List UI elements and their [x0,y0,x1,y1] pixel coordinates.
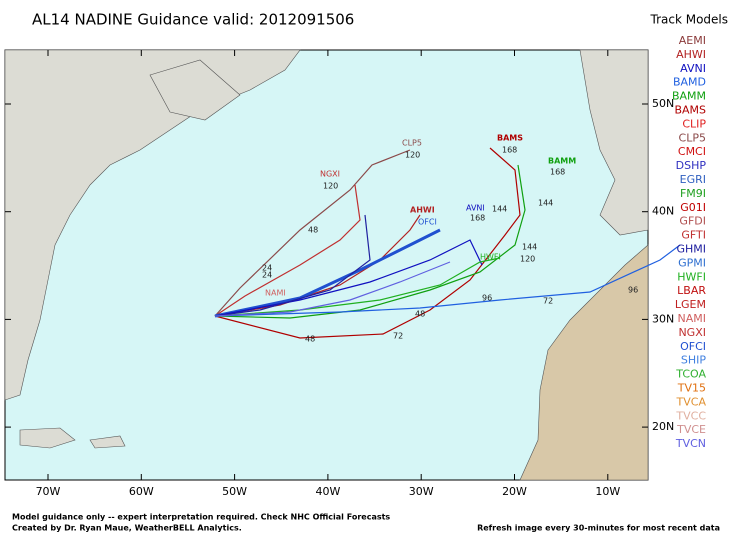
legend-entry: BAMD [673,76,706,89]
axes: 70W 60W 50W 40W 30W 20W 10W 50N 40N 30N 20N [5,50,674,498]
legend-entry: OFCI [680,340,706,353]
lon-label: 40W [315,485,340,498]
track-label: NAMI [265,289,286,298]
legend-entry: GFDI [679,215,706,228]
track-label: HWFI [480,253,501,262]
track-label: BAMS [497,134,523,143]
track-label: 168 [502,146,517,155]
track-label: AHWI [410,206,435,215]
track-label: 72 [543,297,553,306]
legend-entry: SHIP [681,354,706,367]
legend-entry: GHMI [676,243,706,256]
europe [579,49,649,236]
legend-entry: LGEM [675,298,706,311]
legend-entry: AEMI [679,34,706,47]
legend-entry: TVCE [676,423,706,436]
caribbean [19,427,126,449]
legend-entry: NAMI [678,312,707,325]
footer-note: Model guidance only -- expert interpreta… [12,513,390,522]
legend-entry: BAMS [674,104,706,117]
footer-refresh: Refresh image every 30-minutes for most … [477,524,720,533]
lat-label: 50N [652,97,674,110]
legend-entry: FM9I [680,187,706,200]
map: BAMS 168 BAMM 168 144 CLP5 120 NGXI 120 … [4,49,681,498]
legend-entry: HWFI [677,270,706,283]
track-label: 168 [550,168,565,177]
legend-entry: CLP5 [679,131,706,144]
track-label: 168 [470,214,485,223]
legend-entry: NGXI [678,326,706,339]
north-america [4,49,301,401]
legend-entry: TVCA [676,395,707,408]
track-label: 120 [520,255,535,264]
legend-entry: EGRI [680,173,706,186]
lon-label: 50W [222,485,247,498]
lon-label: 60W [129,485,154,498]
track-label: 144 [538,199,553,208]
legend: AEMIAHWIAVNIBAMDBAMMBAMSCLIPCLP5CMCIDSHP… [672,34,707,450]
legend-entry: AVNI [680,62,706,75]
legend-entry: GPMI [678,256,706,269]
legend-entry: AHWI [676,48,706,61]
legend-entry: BAMM [672,90,706,103]
track-label: 48 [308,226,318,235]
track-label: BAMM [548,157,576,166]
newfoundland [149,59,241,121]
legend-entry: LBAR [677,284,706,297]
legend-entry: DSHP [676,159,707,172]
lat-label: 40N [652,205,674,218]
track-label: 72 [393,332,403,341]
track-label: NGXI [320,170,340,179]
track-label: 48 [415,310,425,319]
lon-label: 30W [409,485,434,498]
track-label: 24 [262,264,272,273]
africa [519,244,649,481]
track-label: 120 [323,182,338,191]
track-label: 144 [492,205,507,214]
legend-entry: TVCN [675,437,706,450]
legend-entry: CMCI [678,145,706,158]
track-label: 120 [405,151,420,160]
track-label: 24 [262,271,272,280]
track-label: 96 [628,286,638,295]
lon-label: 70W [36,485,61,498]
tracks [214,147,681,339]
lat-label: 30N [652,312,674,325]
track-label: CLP5 [402,139,422,148]
title: AL14 NADINE Guidance valid: 2012091506 [32,11,354,29]
lon-label: 10W [595,485,620,498]
track-labels: BAMS 168 BAMM 168 144 CLP5 120 NGXI 120 … [262,134,638,344]
legend-entry: CLIP [682,117,706,130]
legend-entry: TVCC [675,409,706,422]
track-label: OFCI [418,218,437,227]
track-label: AVNI [466,204,485,213]
legend-entry: TV15 [677,382,706,395]
track-label: 144 [522,243,537,252]
legend-title: Track Models [650,13,729,27]
lon-label: 20W [502,485,527,498]
track-label: 96 [482,294,492,303]
legend-entry: TCOA [675,368,706,381]
legend-entry: G01I [680,201,706,214]
track-label: 48 [305,335,315,344]
legend-entry: GFTI [681,229,706,242]
footer-credit: Created by Dr. Ryan Maue, WeatherBELL An… [12,524,242,533]
lat-label: 20N [652,420,674,433]
